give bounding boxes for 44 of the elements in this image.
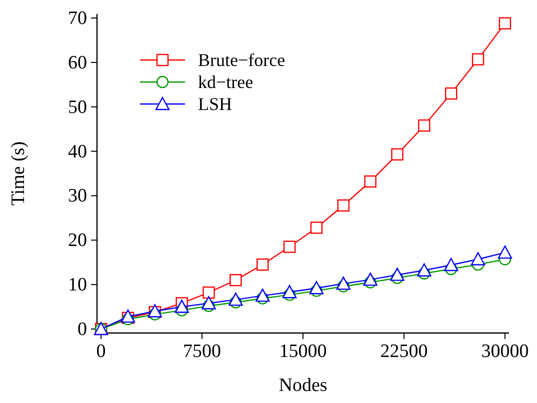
x-tick-label: 0 (96, 341, 106, 362)
point (337, 199, 350, 212)
x-tick-label: 15000 (279, 341, 327, 362)
point (256, 258, 269, 271)
y-tick-label: 30 (68, 186, 87, 207)
x-tick-label: 30000 (481, 341, 529, 362)
x-axis-title: Nodes (278, 375, 328, 396)
point (174, 300, 189, 313)
point (364, 175, 376, 188)
point (390, 268, 404, 281)
y-tick-label: 70 (68, 8, 87, 29)
point (202, 296, 216, 310)
point (418, 119, 430, 132)
legend-label: kd−tree (198, 72, 254, 92)
legend-label: Brute−force (198, 50, 286, 70)
point (256, 288, 270, 302)
point (283, 240, 296, 253)
x-tick-label: 7500 (183, 341, 222, 362)
point (498, 17, 512, 30)
point (309, 281, 324, 294)
y-tick-label: 40 (68, 141, 87, 162)
point (282, 285, 297, 298)
y-tick-label: 0 (78, 319, 87, 340)
point (444, 258, 458, 272)
y-axis-title: Time (s) (8, 141, 29, 206)
point (202, 286, 215, 299)
point (228, 292, 243, 306)
y-tick-label: 60 (68, 52, 87, 74)
point (310, 222, 323, 234)
point (417, 263, 432, 276)
point (120, 309, 136, 323)
point (445, 87, 458, 100)
point (363, 272, 378, 286)
y-tick-label: 10 (68, 274, 87, 296)
point (472, 53, 484, 66)
point (230, 274, 242, 286)
y-tick-label: 50 (68, 96, 87, 118)
point (336, 276, 350, 290)
x-tick-label: 22500 (380, 341, 428, 362)
point (498, 245, 512, 259)
legend-label: LSH (198, 94, 232, 114)
y-tick-label: 20 (68, 230, 87, 252)
point (470, 252, 486, 266)
point (391, 148, 404, 160)
